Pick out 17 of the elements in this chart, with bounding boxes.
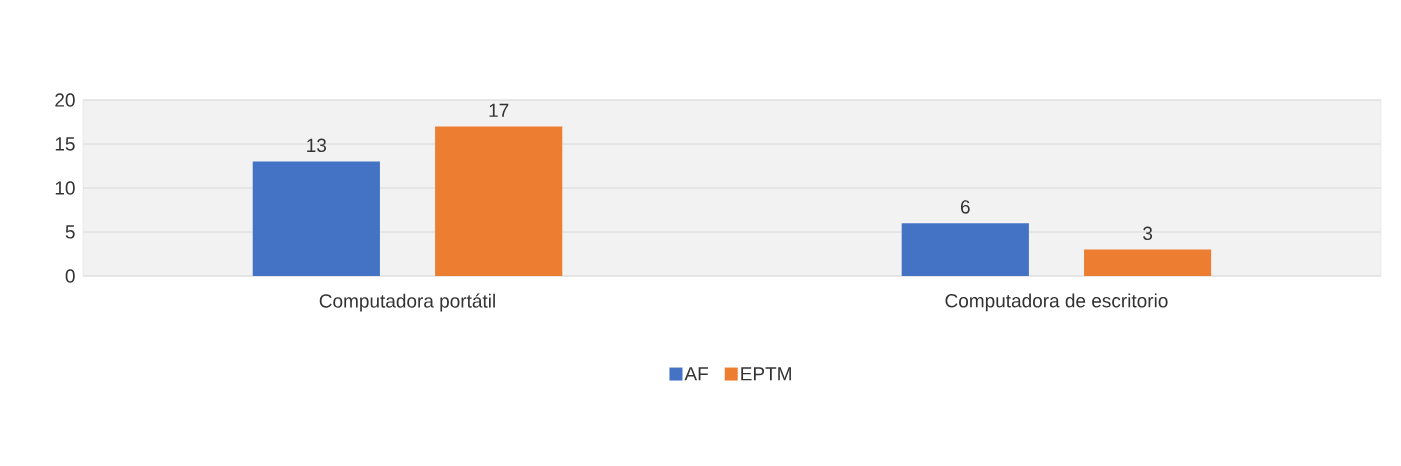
data-label: 6 — [960, 200, 970, 214]
y-tick-label: 10 — [55, 181, 75, 195]
data-label: 3 — [1143, 226, 1153, 241]
y-tick-label: 15 — [55, 137, 75, 151]
x-tick-label: Computadora portátil — [319, 293, 495, 312]
bar — [435, 126, 563, 276]
y-tick-label: 20 — [55, 93, 75, 107]
legend-label: AF — [684, 367, 708, 381]
y-tick-label: 0 — [65, 269, 75, 283]
legend-label: EPTM — [741, 367, 791, 381]
bar — [252, 161, 380, 276]
bar — [901, 223, 1029, 276]
bar — [1084, 249, 1212, 276]
x-tick-label: Computadora de escritorio — [945, 293, 1168, 312]
y-tick-label: 5 — [65, 225, 75, 239]
data-label: 17 — [489, 103, 509, 117]
data-label: 13 — [307, 138, 327, 153]
